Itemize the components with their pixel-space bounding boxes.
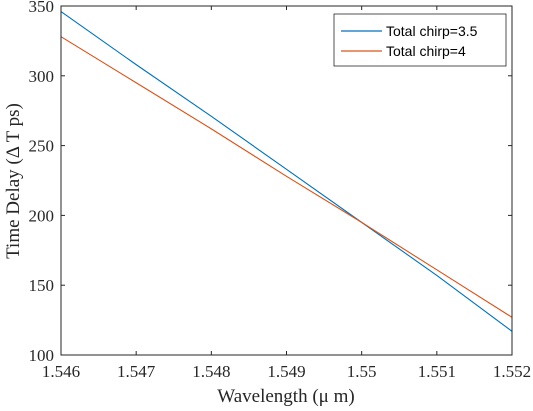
legend-label-2: Total chirp=4 bbox=[386, 43, 466, 59]
y-tick-label: 300 bbox=[29, 67, 55, 86]
x-tick-label: 1.549 bbox=[267, 362, 305, 381]
x-tick-label: 1.552 bbox=[493, 362, 531, 381]
x-tick-label: 1.55 bbox=[347, 362, 377, 381]
y-tick-label: 150 bbox=[29, 276, 55, 295]
x-ticks: 1.546 1.547 1.548 1.549 1.55 1.551 1.552 bbox=[42, 6, 531, 381]
y-tick-label: 100 bbox=[29, 346, 55, 365]
x-axis-label: Wavelength (μ m) bbox=[217, 386, 354, 407]
y-axis-label: Time Delay (Δ T ps) bbox=[3, 103, 24, 259]
y-ticks: 100 150 200 250 300 350 bbox=[29, 0, 512, 365]
x-tick-label: 1.551 bbox=[418, 362, 456, 381]
series-layer bbox=[60, 11, 513, 332]
y-tick-label: 350 bbox=[29, 0, 55, 16]
legend-box bbox=[333, 13, 507, 67]
x-tick-label: 1.548 bbox=[192, 362, 230, 381]
y-tick-label: 250 bbox=[29, 137, 55, 156]
y-tick-label: 200 bbox=[29, 206, 55, 225]
series-line-2 bbox=[60, 36, 513, 318]
series-line-1 bbox=[60, 11, 513, 332]
legend: Total chirp=3.5 Total chirp=4 bbox=[333, 13, 507, 67]
legend-label-1: Total chirp=3.5 bbox=[386, 23, 478, 39]
x-tick-label: 1.547 bbox=[117, 362, 156, 381]
x-tick-label: 1.546 bbox=[42, 362, 80, 381]
